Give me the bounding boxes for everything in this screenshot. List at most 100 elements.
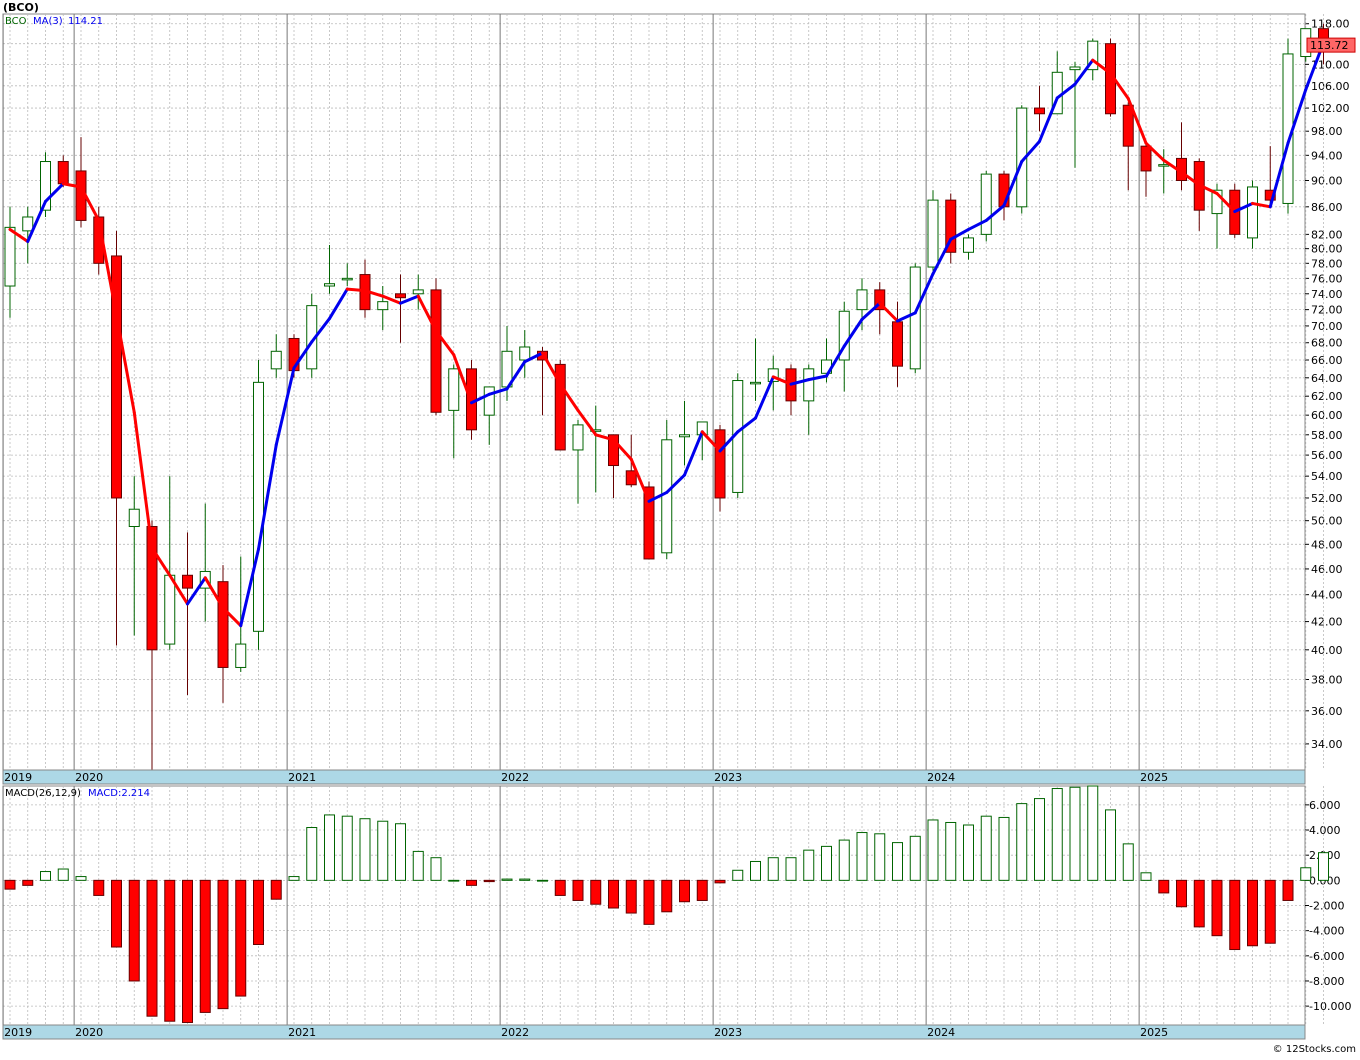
macd-bar-negative xyxy=(146,879,158,1017)
ma-line-segment xyxy=(61,182,83,189)
macd-bar-negative xyxy=(625,879,637,914)
price-tick-label: 66.00 xyxy=(1311,354,1343,367)
ma-line-segment xyxy=(736,416,757,434)
candle-up xyxy=(963,237,974,253)
macd-bar-negative xyxy=(1247,879,1258,947)
macd-x-tick-label: 2024 xyxy=(927,1026,955,1039)
last-price-label: 113.72 xyxy=(1310,39,1349,52)
macd-bar-negative xyxy=(554,879,566,896)
last-price-tag xyxy=(1306,37,1356,53)
ma-line-segment xyxy=(1038,96,1059,143)
ma-line-segment xyxy=(505,360,527,391)
ma-line-segment xyxy=(718,430,740,453)
macd-bar-negative xyxy=(608,879,619,909)
price-tick-label: 48.00 xyxy=(1311,538,1343,551)
ma-line-segment xyxy=(1073,58,1095,86)
price-tick-label: 62.00 xyxy=(1311,390,1343,403)
macd-bar-negative xyxy=(4,879,16,890)
ma-line-segment xyxy=(541,351,562,386)
ma-line-segment xyxy=(523,351,544,364)
candle-down xyxy=(643,486,655,560)
price-tick-label: 50.00 xyxy=(1311,515,1343,528)
macd-tick-label: 6.000 xyxy=(1309,799,1341,812)
candle-down xyxy=(111,255,122,499)
x-tick-label: 2024 xyxy=(927,771,955,784)
x-tick-label: 2019 xyxy=(4,771,32,784)
macd-bar-negative xyxy=(696,879,708,901)
ma-line-segment xyxy=(1055,82,1077,100)
candle-up xyxy=(377,301,389,311)
macd-x-tick-label: 2023 xyxy=(714,1026,742,1039)
ma-line-segment xyxy=(79,185,101,222)
price-tick-label: 34.00 xyxy=(1311,738,1343,751)
macd-bar-negative xyxy=(93,879,105,896)
ma-line-segment xyxy=(115,313,136,414)
x-tick-label: 2022 xyxy=(501,771,529,784)
ma-line-segment xyxy=(26,199,47,243)
price-panel: 34.00 36.00 38.00 40.00 42.00 44.00 46.00 48.00… xyxy=(2,13,1356,785)
price-tick-label: 80.00 xyxy=(1311,243,1343,256)
candle-up xyxy=(448,368,460,411)
macd-bar-negative xyxy=(1176,879,1187,908)
macd-bar-positive xyxy=(395,823,406,881)
macd-bar-positive xyxy=(324,814,335,881)
macd-bar-negative xyxy=(22,879,34,886)
candle-up xyxy=(1087,40,1099,71)
ma-line-segment xyxy=(292,340,314,370)
macd-bar-positive xyxy=(927,819,939,881)
ma-line-segment xyxy=(683,430,704,477)
macd-bar-positive xyxy=(57,868,69,881)
macd-bar-negative xyxy=(572,879,584,901)
candle-up xyxy=(572,424,584,451)
macd-bar-negative xyxy=(1282,879,1294,901)
ma-line-segment xyxy=(1091,58,1112,75)
price-tick-label: 56.00 xyxy=(1311,449,1343,462)
x-tick-label: 2023 xyxy=(714,771,742,784)
candle-up xyxy=(661,439,673,554)
ma-line-segment xyxy=(842,317,864,348)
candle-up xyxy=(4,226,16,287)
ma-line-segment xyxy=(1233,201,1254,214)
macd-value-label: MACD:2.214 xyxy=(88,788,150,799)
candle-up xyxy=(1211,189,1223,215)
x-tick-label: 2020 xyxy=(75,771,103,784)
macd-tick-label: -10.000 xyxy=(1309,1000,1351,1013)
macd-bar-positive xyxy=(803,849,815,881)
macd-bar-negative xyxy=(679,879,690,903)
ma-line-segment xyxy=(487,387,509,396)
macd-tick-label: 0.000 xyxy=(1309,874,1341,887)
ma-line-segment xyxy=(1268,141,1290,209)
macd-bar-positive xyxy=(821,845,832,881)
macd-bar-positive xyxy=(1087,785,1099,881)
macd-bar-negative xyxy=(253,879,264,945)
macd-bar-negative xyxy=(466,879,477,886)
price-tick-label: 44.00 xyxy=(1311,589,1343,602)
macd-bar-positive xyxy=(1140,872,1152,881)
macd-bar-positive xyxy=(501,878,513,881)
price-tick-label: 78.00 xyxy=(1311,257,1343,270)
ma-line-segment xyxy=(416,294,438,333)
ma-line-segment xyxy=(807,374,828,382)
ma-line-segment xyxy=(1197,183,1219,196)
ma-line-segment xyxy=(8,227,30,243)
macd-x-tick-label: 2022 xyxy=(501,1026,529,1039)
macd-bar-positive xyxy=(874,833,886,881)
candle-down xyxy=(1264,189,1276,201)
ma-line-segment xyxy=(203,576,225,610)
price-plot-area xyxy=(2,13,1306,771)
candle-down xyxy=(945,199,957,253)
macd-bar-positive xyxy=(288,876,300,881)
macd-tick-label: -6.000 xyxy=(1309,950,1344,963)
candle-up xyxy=(856,289,868,311)
candle-down xyxy=(554,363,566,451)
candle-up xyxy=(1069,66,1081,71)
ma-line-segment xyxy=(647,490,669,503)
macd-bar-negative xyxy=(1158,879,1170,894)
candle-up xyxy=(909,266,921,370)
price-tick-label: 106.00 xyxy=(1311,80,1350,93)
ma-line-segment xyxy=(896,311,917,323)
ma-line-segment xyxy=(150,546,172,577)
candle-up xyxy=(270,350,282,370)
price-tick-label: 76.00 xyxy=(1311,272,1343,285)
